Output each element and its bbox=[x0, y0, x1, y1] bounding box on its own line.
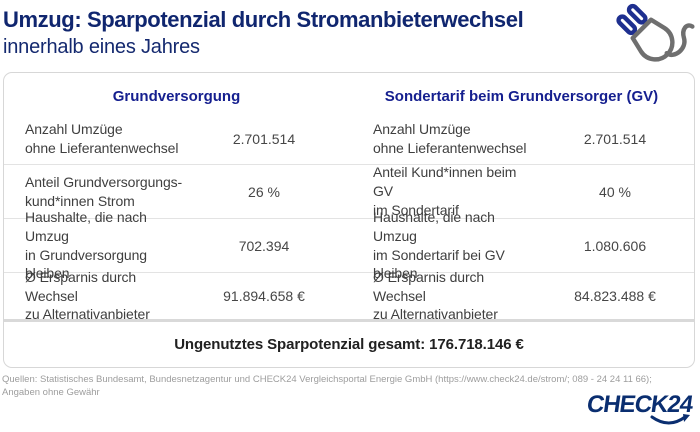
row-label: Anzahl Umzüge ohne Lieferantenwechsel bbox=[373, 120, 527, 156]
table-row: Haushalte, die nach Umzug in Grundversor… bbox=[4, 209, 694, 281]
row-value: 91.894.658 € bbox=[223, 288, 305, 304]
row-value: 26 % bbox=[248, 183, 280, 200]
cell-sondertarif: Anteil Kund*innen beim GV im Sondertarif… bbox=[349, 163, 694, 220]
comparison-table: Grundversorgung Sondertarif beim Grundve… bbox=[3, 72, 695, 368]
column-header-sondertarif: Sondertarif beim Grundversorger (GV) bbox=[384, 87, 659, 105]
row-label: Anteil Grundversorgungs- kund*innen Stro… bbox=[25, 173, 183, 209]
page-subtitle: innerhalb eines Jahres bbox=[3, 36, 200, 58]
row-label: Haushalte, die nach Umzug im Sondertarif… bbox=[373, 208, 505, 282]
cell-grundversorgung: Ø Ersparnis durch Wechsel zu Alternativa… bbox=[4, 268, 349, 325]
page-title: Umzug: Sparpotenzial durch Stromanbieter… bbox=[3, 7, 524, 32]
row-value: 2.701.514 bbox=[232, 130, 296, 147]
row-label: Ø Ersparnis durch Wechsel zu Alternativa… bbox=[25, 268, 150, 323]
table-row: Anteil Grundversorgungs- kund*innen Stro… bbox=[4, 163, 694, 220]
cell-grundversorgung: Anzahl Umzüge ohne Lieferantenwechsel 2.… bbox=[4, 120, 349, 158]
row-label: Anzahl Umzüge ohne Lieferantenwechsel bbox=[25, 120, 179, 156]
cell-grundversorgung: Haushalte, die nach Umzug in Grundversor… bbox=[4, 208, 349, 284]
power-plug-icon bbox=[604, 1, 696, 74]
row-value: 2.701.514 bbox=[583, 130, 647, 147]
row-label: Ø Ersparnis durch Wechsel zu Alternativa… bbox=[373, 268, 498, 323]
row-value: 1.080.606 bbox=[583, 237, 647, 254]
column-header-grundversorgung: Grundversorgung bbox=[112, 87, 241, 105]
row-value: 40 % bbox=[599, 183, 631, 200]
table-row: Ø Ersparnis durch Wechsel zu Alternativa… bbox=[4, 269, 694, 322]
check24-logo: CHECK24 bbox=[585, 391, 694, 425]
cell-sondertarif: Anzahl Umzüge ohne Lieferantenwechsel 2.… bbox=[349, 120, 694, 158]
source-note: Quellen: Statistisches Bundesamt, Bundes… bbox=[2, 374, 652, 399]
column-header-row: Grundversorgung Sondertarif beim Grundve… bbox=[4, 73, 694, 113]
cell-sondertarif: Ø Ersparnis durch Wechsel zu Alternativa… bbox=[349, 268, 694, 325]
row-value: 702.394 bbox=[238, 237, 290, 254]
check24-swoosh-icon bbox=[649, 414, 691, 432]
row-label: Haushalte, die nach Umzug in Grundversor… bbox=[25, 208, 147, 282]
cell-grundversorgung: Anteil Grundversorgungs- kund*innen Stro… bbox=[4, 173, 349, 211]
cell-sondertarif: Haushalte, die nach Umzug im Sondertarif… bbox=[349, 208, 694, 284]
row-value: 84.823.488 € bbox=[574, 288, 656, 304]
row-label: Anteil Kund*innen beim GV im Sondertarif bbox=[373, 164, 517, 218]
table-row: Anzahl Umzüge ohne Lieferantenwechsel 2.… bbox=[4, 113, 694, 165]
total-savings: Ungenutztes Sparpotenzial gesamt: 176.71… bbox=[174, 336, 524, 353]
